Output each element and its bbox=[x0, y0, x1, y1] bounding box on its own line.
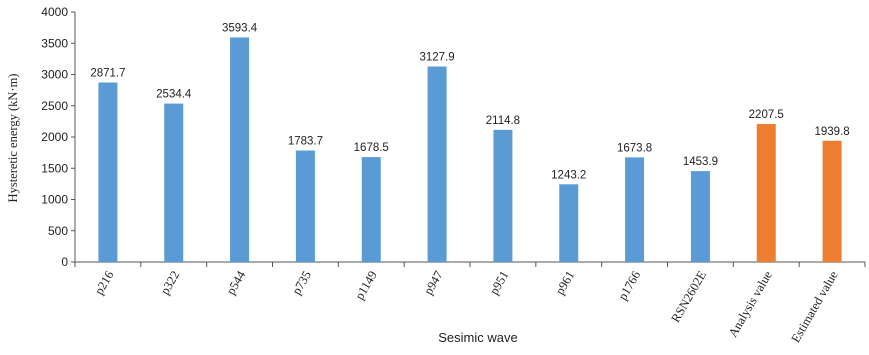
category-label: p961 bbox=[553, 269, 578, 298]
data-label: 2114.8 bbox=[486, 115, 520, 127]
y-tick-label: 0 bbox=[61, 255, 68, 269]
category-label: p544 bbox=[224, 268, 249, 297]
category-label: p735 bbox=[289, 269, 314, 298]
x-axis bbox=[74, 261, 866, 267]
category-label: p1766 bbox=[615, 269, 643, 303]
category-label: p1149 bbox=[352, 269, 380, 303]
category-label: p951 bbox=[487, 268, 512, 297]
y-axis: 0 500 1000 1500 2000 2500 3000 3500 4000 bbox=[41, 5, 76, 269]
category-label: p947 bbox=[421, 269, 446, 298]
data-label: 1939.8 bbox=[814, 126, 849, 138]
y-tick-label: 1000 bbox=[41, 193, 68, 207]
bar bbox=[756, 124, 776, 262]
data-label: 1783.7 bbox=[288, 136, 323, 148]
bar bbox=[164, 103, 184, 262]
bar bbox=[690, 171, 710, 262]
bar bbox=[295, 150, 315, 262]
bar bbox=[230, 37, 250, 262]
data-label: 2871.7 bbox=[90, 68, 125, 80]
category-label: p216 bbox=[92, 269, 117, 298]
category-label: Analysis value bbox=[726, 268, 775, 339]
data-label: 1673.8 bbox=[617, 142, 652, 154]
bar bbox=[493, 129, 513, 262]
y-tick-label: 3000 bbox=[41, 68, 68, 82]
category-label: p322 bbox=[158, 269, 183, 298]
category-label: Estimated value bbox=[788, 268, 840, 345]
bar bbox=[822, 140, 842, 262]
data-labels: 2871.7 2534.4 3593.4 1783.7 1678.5 3127.9 2114… bbox=[90, 22, 849, 181]
y-tick-label: 1500 bbox=[41, 161, 68, 175]
y-tick-label: 3500 bbox=[41, 36, 68, 50]
data-label: 1243.2 bbox=[551, 169, 586, 181]
bar bbox=[361, 157, 381, 262]
x-axis-title: Sesimic wave bbox=[438, 330, 517, 345]
bar bbox=[625, 157, 645, 262]
y-tick-label: 2500 bbox=[41, 99, 68, 113]
bar bbox=[427, 66, 447, 262]
y-tick-label: 4000 bbox=[41, 5, 68, 19]
y-axis-title: Hysteretic energy (kN·m) bbox=[6, 74, 20, 203]
data-label: 1453.9 bbox=[683, 156, 718, 168]
data-label: 3127.9 bbox=[419, 52, 454, 64]
bar bbox=[98, 82, 118, 262]
data-label: 1678.5 bbox=[354, 142, 389, 154]
y-tick-label: 500 bbox=[48, 224, 68, 238]
data-label: 2207.5 bbox=[749, 109, 784, 121]
y-tick-label: 2000 bbox=[41, 130, 68, 144]
category-label: RSN2602E bbox=[668, 268, 709, 325]
data-label: 2534.4 bbox=[156, 89, 192, 101]
data-label: 3593.4 bbox=[222, 22, 258, 34]
bar bbox=[559, 184, 579, 262]
bars bbox=[98, 37, 842, 262]
